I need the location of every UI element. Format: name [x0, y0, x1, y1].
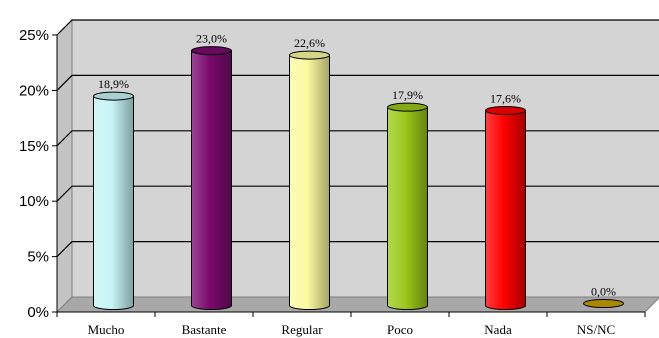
y-tick-label: 15% — [19, 138, 49, 155]
x-category-label: Nada — [484, 322, 512, 337]
bar-mucho — [93, 91, 134, 310]
plot-side-wall — [56, 18, 73, 314]
y-tick-label: 5% — [27, 249, 49, 266]
plot-floor — [55, 296, 659, 313]
data-label: 17,9% — [392, 88, 423, 102]
y-tick-label: 25% — [19, 27, 49, 44]
bar-body — [485, 109, 526, 310]
bar-top — [485, 105, 526, 115]
gridline — [56, 74, 659, 91]
y-tick-label: 10% — [19, 193, 49, 210]
gridline — [56, 185, 659, 202]
bar-body — [93, 95, 134, 310]
data-label: 18,9% — [98, 77, 129, 91]
bar-ns-nc — [583, 299, 624, 308]
bar-top — [387, 102, 428, 112]
data-label: 23,0% — [196, 32, 227, 46]
bar-top — [583, 299, 624, 308]
bar-body — [289, 54, 330, 310]
data-label: 22,6% — [294, 36, 325, 50]
gridline — [56, 241, 659, 258]
x-category-label: NS/NC — [577, 322, 615, 337]
x-category-label: Mucho — [88, 322, 125, 337]
bar-regular — [289, 50, 330, 310]
gridline — [56, 130, 659, 147]
bar-nada — [485, 105, 526, 310]
x-category-label: Poco — [387, 322, 413, 337]
plot-back-wall — [71, 19, 659, 298]
y-tick-label: 20% — [19, 82, 49, 99]
bar-top — [191, 46, 232, 56]
data-label: 17,6% — [490, 91, 521, 105]
gridline — [56, 19, 659, 36]
x-category-label: Regular — [281, 322, 323, 337]
x-category-label: Bastante — [182, 322, 227, 337]
data-label: 0,0% — [591, 285, 616, 299]
bar-top — [93, 91, 134, 101]
bar-poco — [387, 102, 428, 310]
y-tick-label: 0% — [27, 304, 49, 321]
bar-bastante — [191, 46, 232, 310]
bar-body — [387, 106, 428, 310]
bar-top — [289, 50, 330, 60]
bar-body — [191, 50, 232, 310]
